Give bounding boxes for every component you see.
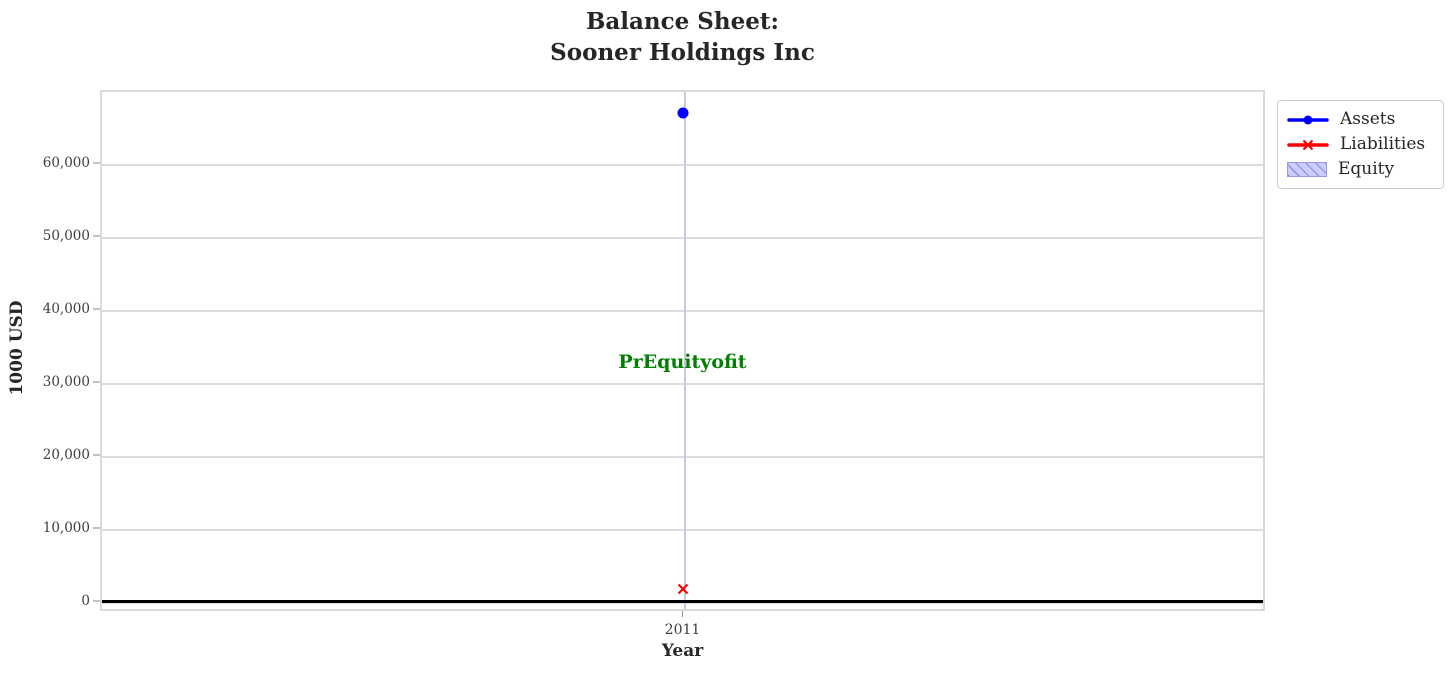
y-gridline-40000 <box>102 310 1263 312</box>
legend: Assets Liabilities Equity <box>1277 100 1444 189</box>
y-tick-label: 40,000 <box>42 300 90 317</box>
y-tick-label: 10,000 <box>42 519 90 536</box>
y-gridline-60000 <box>102 164 1263 166</box>
chart-title-line2: Sooner Holdings Inc <box>550 39 815 66</box>
assets-data-point <box>677 107 688 119</box>
legend-label-assets: Assets <box>1340 109 1396 129</box>
y-tick-mark <box>93 600 100 602</box>
y-gridline-10000 <box>102 529 1263 531</box>
y-tick-mark <box>93 235 100 237</box>
legend-label-equity: Equity <box>1338 159 1395 179</box>
assets-line-marker-icon <box>1287 115 1329 124</box>
legend-item-liabilities: Liabilities <box>1287 132 1434 157</box>
y-tick-mark <box>93 454 100 456</box>
chart-title-line1: Balance Sheet: <box>585 8 780 35</box>
x-tick-label-2011: 2011 <box>664 622 701 638</box>
legend-item-assets: Assets <box>1287 107 1434 132</box>
chart-title: Balance Sheet: Sooner Holdings Inc <box>100 6 1265 68</box>
legend-item-equity: Equity <box>1287 157 1434 182</box>
y-gridline-50000 <box>102 237 1263 239</box>
plot-area <box>100 90 1265 611</box>
liabilities-line-marker-icon <box>1287 139 1329 150</box>
liabilities-data-point <box>676 582 689 595</box>
y-gridline-30000 <box>102 383 1263 385</box>
y-tick-label: 30,000 <box>42 373 90 390</box>
x-axis-label: Year <box>661 641 704 661</box>
y-tick-label: 60,000 <box>42 154 90 171</box>
y-tick-label: 20,000 <box>42 446 90 463</box>
equity-hatched-swatch-icon <box>1287 162 1327 177</box>
y-gridline-20000 <box>102 456 1263 458</box>
y-tick-mark <box>93 527 100 529</box>
y-tick-label: 0 <box>81 592 90 609</box>
y-tick-label: 50,000 <box>42 227 90 244</box>
y-tick-mark <box>93 381 100 383</box>
x-tick-mark <box>681 611 684 617</box>
zero-line <box>102 600 1263 604</box>
legend-label-liabilities: Liabilities <box>1340 134 1426 154</box>
x-gridline-2011 <box>683 92 686 609</box>
plot-annotation: PrEquityofit <box>618 351 747 374</box>
y-tick-mark <box>93 162 100 164</box>
y-tick-mark <box>93 308 100 310</box>
